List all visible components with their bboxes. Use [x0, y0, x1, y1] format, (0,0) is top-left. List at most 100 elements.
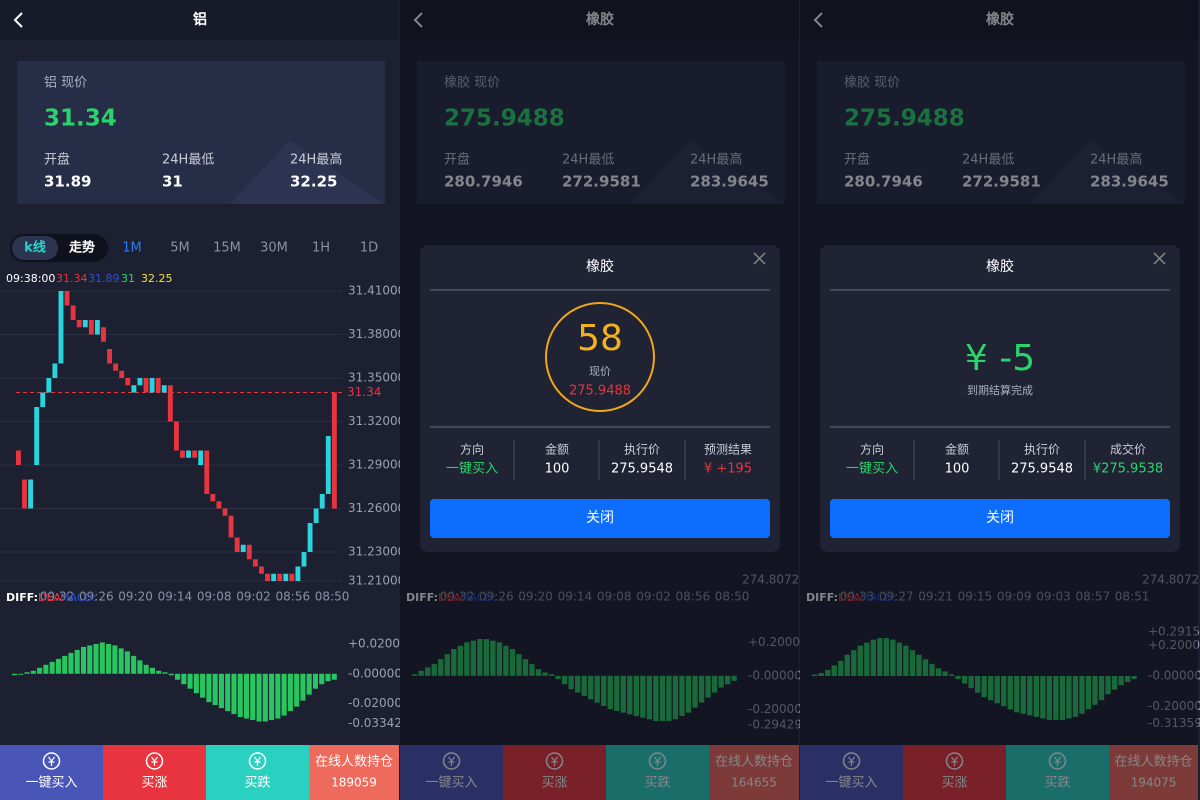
macd-bar [200, 673, 206, 698]
candle [210, 494, 216, 502]
candle [283, 573, 289, 581]
candle [22, 479, 27, 509]
macd-bar [143, 664, 149, 674]
column-label: 方向 [860, 442, 884, 457]
close-button[interactable] [430, 499, 770, 538]
header-title: 铝 [193, 11, 207, 28]
footer-button[interactable] [103, 745, 206, 800]
macd-bar [269, 673, 275, 721]
column-label: 方向 [460, 442, 484, 457]
result: ¥ -5 [965, 338, 1035, 379]
period[interactable]: 1D [360, 241, 378, 256]
y-tick-label: 31.38000 [348, 327, 405, 341]
candle [173, 421, 179, 451]
macd-legend: DEA: [38, 591, 64, 604]
candle [307, 523, 313, 552]
macd-bar [275, 673, 281, 719]
column-value: 275.9548 [611, 462, 673, 477]
column-value: ¥275.9538 [1093, 462, 1163, 477]
macd-bar [250, 673, 256, 721]
x-tick-label: 08:50 [315, 590, 350, 604]
candle [204, 450, 210, 494]
x-tick-label: 09:26 [79, 590, 114, 604]
macd-tick-label: -0.03342 [348, 716, 402, 730]
macd-bar [162, 672, 168, 674]
column-value: 一键买入 [846, 462, 898, 477]
stat-label: 24H最高 [290, 152, 342, 168]
candle [149, 378, 155, 393]
tab[interactable]: 走势 [69, 240, 95, 256]
candle [216, 501, 222, 509]
column-value: 100 [945, 462, 970, 477]
macd-bar [156, 670, 162, 674]
candle [192, 450, 198, 458]
modal [420, 245, 780, 552]
modal [820, 245, 1180, 552]
sub-value: 275.9488 [569, 384, 631, 399]
macd-bar [319, 673, 325, 685]
y-tick-label: 31.26000 [348, 501, 405, 515]
candle [76, 320, 82, 328]
footer-label: 在线人数持仓 [315, 755, 393, 770]
macd-bar [68, 652, 74, 674]
macd-legend: DIFF: [6, 591, 38, 604]
footer-button[interactable] [206, 745, 309, 800]
footer-button[interactable] [309, 745, 399, 800]
macd-bar [149, 667, 155, 674]
macd-bar [193, 673, 199, 694]
candle [331, 392, 337, 509]
column-value: 一键买入 [446, 462, 498, 477]
candle [289, 573, 295, 581]
yen-icon [248, 752, 267, 770]
period[interactable]: 15M [213, 241, 241, 256]
candle [119, 370, 125, 378]
modal-title: 橡胶 [986, 258, 1014, 275]
period[interactable]: 30M [260, 241, 288, 256]
macd-bar [206, 673, 212, 703]
candle [259, 566, 264, 574]
macd-bar [62, 655, 68, 674]
macd-bar [300, 673, 306, 701]
macd-bar [187, 673, 193, 689]
macd-tick-label: -0.02000 [348, 696, 402, 710]
period[interactable]: 1H [312, 241, 330, 256]
candle [277, 573, 283, 581]
footer-label: 买跌 [244, 775, 270, 791]
candle [82, 320, 88, 328]
candle [325, 436, 331, 494]
x-tick-label: 08:56 [276, 590, 311, 604]
period[interactable]: 1M [122, 241, 142, 256]
candle [137, 378, 143, 386]
sub-label: 到期结算完成 [967, 383, 1033, 397]
kline-legend: 31.34 [56, 272, 88, 285]
macd-bar [106, 643, 112, 674]
column-label: 执行价 [624, 443, 660, 457]
macd-bar [256, 673, 262, 722]
period[interactable]: 5M [170, 241, 190, 256]
macd-bar [93, 643, 99, 674]
candle [143, 378, 149, 393]
column-value: ¥ +195 [704, 462, 752, 477]
macd-bar [281, 673, 287, 716]
macd-bar [99, 642, 105, 674]
candle [319, 494, 325, 509]
close-icon[interactable] [753, 252, 766, 265]
yen-icon [42, 752, 61, 770]
candle [313, 508, 319, 523]
close-icon[interactable] [1153, 252, 1166, 265]
back-button[interactable] [13, 12, 23, 28]
candle [234, 537, 240, 552]
macd-bar [112, 645, 118, 674]
candle [113, 363, 119, 371]
y-tick-label: 31.29000 [348, 458, 405, 472]
candle [16, 450, 21, 465]
tab[interactable]: k线 [24, 240, 46, 256]
price: 31.34 [44, 106, 117, 132]
candle [246, 544, 252, 560]
kline-legend: 32.25 [141, 272, 173, 285]
footer-button[interactable] [0, 745, 103, 800]
close-button[interactable] [830, 499, 1170, 538]
macd-bar [18, 673, 24, 675]
